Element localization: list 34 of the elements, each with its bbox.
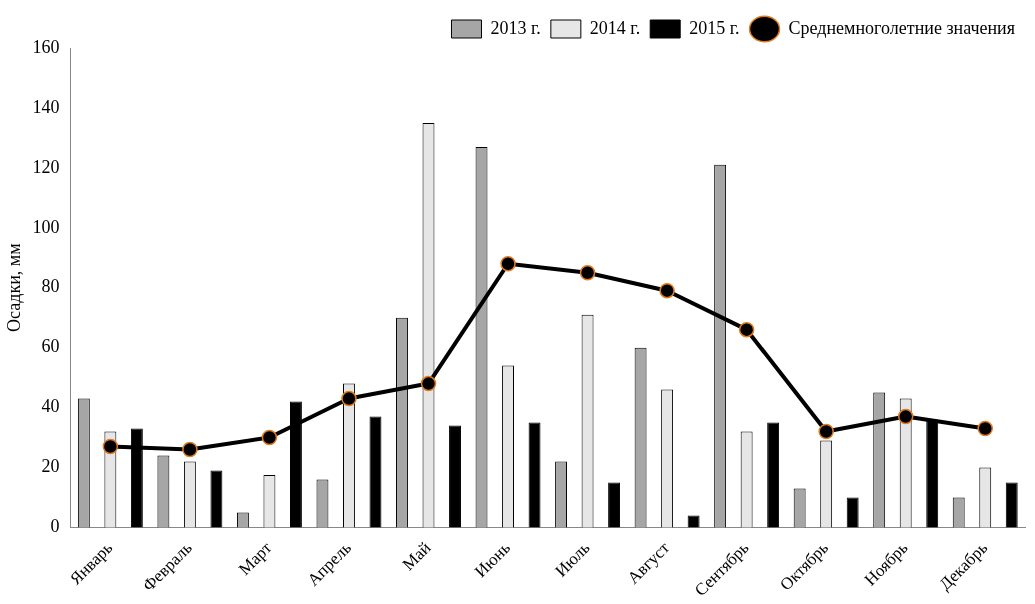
point <box>897 408 914 425</box>
point <box>818 423 834 440</box>
legend-label: 2013 г. <box>490 17 541 38</box>
bar <box>1005 482 1018 528</box>
bar <box>369 416 382 528</box>
bar <box>210 470 223 528</box>
y-tick-label: 0 <box>50 516 60 537</box>
y-tick-label: 160 <box>32 36 60 57</box>
point <box>738 321 755 338</box>
legend-label: 2014 г. <box>589 17 641 38</box>
y-tick-label: 140 <box>32 96 60 117</box>
point <box>261 429 278 446</box>
point <box>659 282 675 299</box>
bar <box>846 497 859 528</box>
point <box>500 255 516 272</box>
point <box>102 438 119 455</box>
bar <box>767 422 780 528</box>
point <box>341 390 357 407</box>
y-tick-label: 20 <box>41 456 60 477</box>
y-tick-label: 100 <box>32 216 60 237</box>
y-tick-label: 80 <box>41 276 60 297</box>
bar <box>449 425 461 528</box>
point <box>977 420 993 437</box>
point <box>420 375 437 392</box>
bar <box>528 422 541 528</box>
point <box>579 264 596 281</box>
y-axis-title: Осадки, мм <box>3 243 24 332</box>
point <box>182 441 198 458</box>
legend-label: 2015 г. <box>689 17 740 38</box>
y-tick-label: 120 <box>32 156 60 177</box>
y-tick-label: 40 <box>41 396 60 417</box>
y-tick-label: 60 <box>41 336 60 357</box>
legend-label: Среднемноголетние значения <box>788 17 1015 38</box>
bar <box>608 482 621 528</box>
